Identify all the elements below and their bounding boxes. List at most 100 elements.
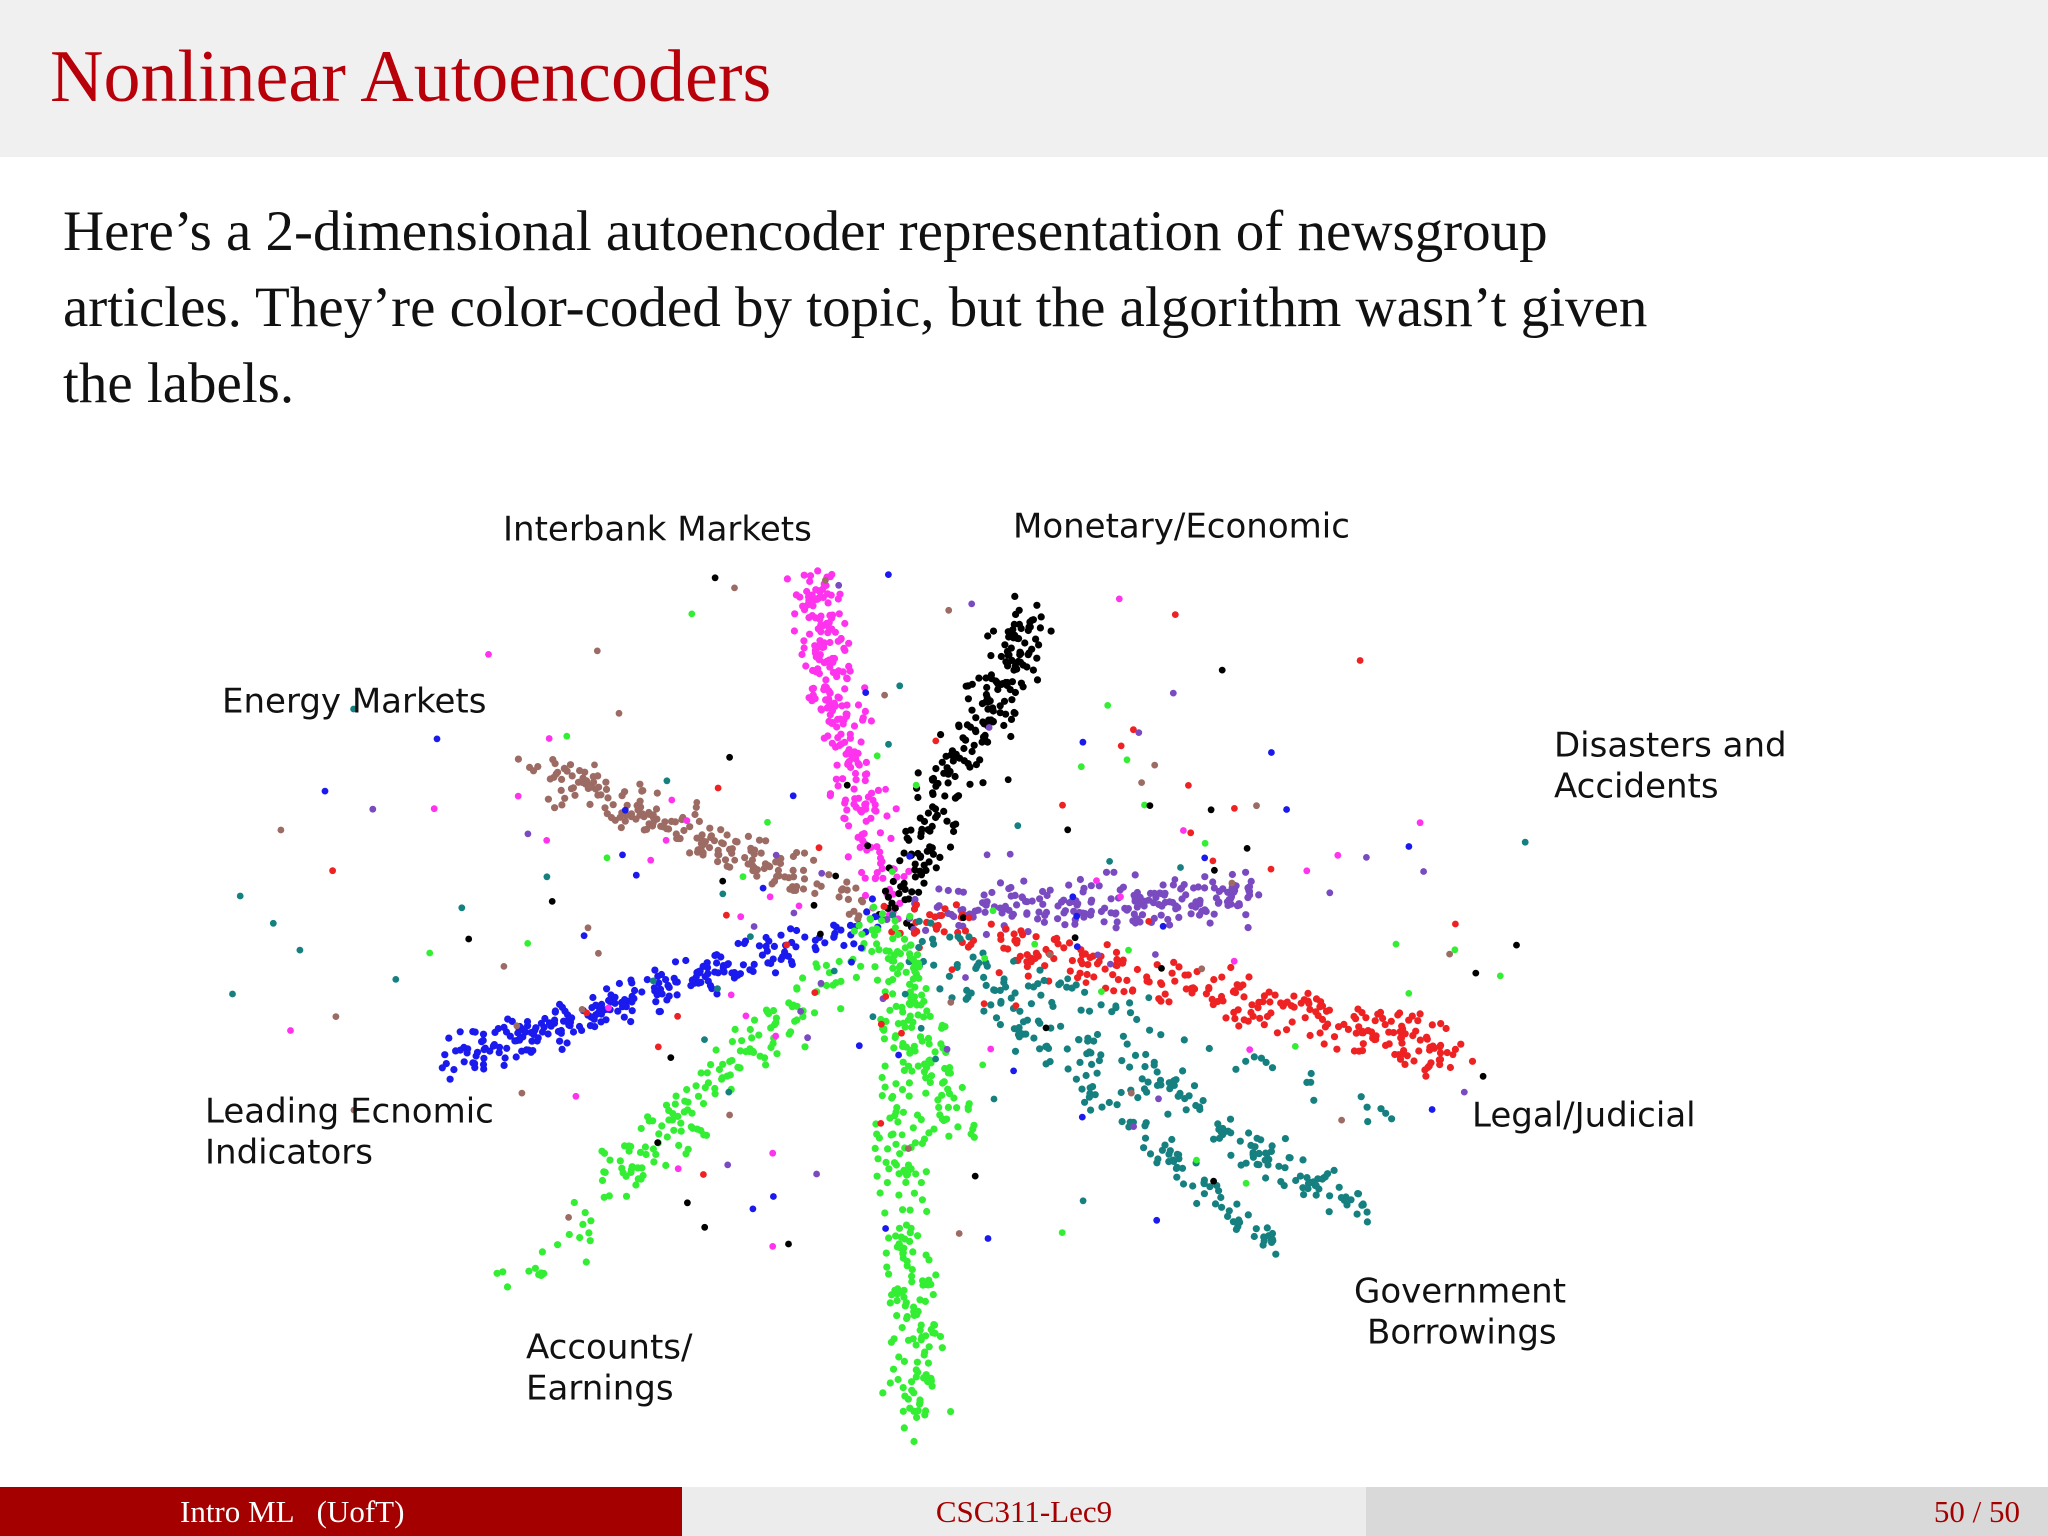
scatter-dot	[651, 966, 659, 974]
scatter-dot	[602, 785, 611, 793]
scatter-dot	[843, 710, 851, 718]
scatter-dot	[914, 793, 922, 802]
scatter-dot	[1185, 782, 1192, 789]
scatter-dot	[964, 943, 973, 951]
scatter-dot	[806, 572, 815, 580]
scatter-dot	[922, 1074, 930, 1082]
scatter-dot	[787, 958, 796, 966]
scatter-dot	[726, 845, 734, 853]
scatter-dot	[329, 867, 336, 875]
scatter-dot	[636, 797, 644, 805]
scatter-dot	[832, 775, 841, 783]
scatter-dot	[875, 946, 883, 954]
scatter-dot	[1312, 1191, 1320, 1199]
scatter-dot	[595, 949, 602, 957]
scatter-dot	[1246, 1046, 1254, 1053]
scatter-dot	[1081, 950, 1089, 958]
scatter-dot	[485, 651, 492, 658]
scatter-dot	[1210, 910, 1218, 918]
scatter-dot	[913, 1358, 922, 1366]
scatter-dot	[859, 837, 867, 845]
scatter-dot	[1303, 1174, 1311, 1182]
scatter-dot	[890, 957, 898, 965]
scatter-dot	[1005, 906, 1013, 914]
scatter-dot	[1230, 957, 1238, 965]
scatter-dot	[846, 921, 855, 929]
scatter-dot	[873, 843, 881, 851]
scatter-dot	[773, 1050, 781, 1058]
scatter-dot	[500, 1061, 508, 1069]
scatter-dot	[531, 1264, 540, 1272]
scatter-dot	[1401, 1060, 1409, 1068]
scatter-dot	[1012, 1002, 1020, 1009]
scatter-dot	[910, 1437, 918, 1446]
scatter-dot	[296, 946, 304, 954]
scatter-dot	[900, 873, 908, 881]
scatter-dot	[499, 1268, 507, 1276]
scatter-dot	[918, 1196, 927, 1204]
scatter-dot	[797, 1008, 804, 1015]
scatter-dot	[1075, 1036, 1083, 1044]
scatter-dot	[634, 1175, 642, 1183]
scatter-dot	[514, 792, 522, 800]
scatter-dot	[825, 871, 833, 879]
scatter-dot	[1255, 1149, 1263, 1157]
scatter-dot	[1064, 975, 1072, 983]
scatter-dot	[1173, 1173, 1181, 1181]
scatter-dot	[764, 959, 772, 967]
scatter-dot	[1260, 992, 1268, 1000]
scatter-dot	[632, 871, 640, 879]
scatter-dot	[719, 877, 727, 885]
scatter-dot	[1149, 899, 1158, 907]
scatter-dot	[1146, 802, 1154, 809]
scatter-dot	[813, 880, 821, 888]
scatter-dot	[1210, 1177, 1217, 1185]
scatter-dot	[723, 831, 731, 839]
scatter-dot	[605, 996, 613, 1005]
scatter-dot	[662, 1161, 670, 1169]
scatter-dot	[910, 929, 919, 937]
scatter-dot	[772, 1019, 780, 1027]
scatter-dot	[946, 843, 955, 851]
scatter-dot	[731, 856, 739, 864]
scatter-dot	[500, 963, 508, 970]
scatter-dot	[1198, 907, 1206, 915]
scatter-dot	[1119, 1032, 1127, 1040]
scatter-dot	[730, 969, 739, 977]
scatter-dot	[675, 834, 683, 843]
scatter-dot	[1240, 993, 1248, 1001]
scatter-dot	[793, 1002, 801, 1010]
scatter-dot	[682, 956, 690, 965]
scatter-dot	[1031, 940, 1039, 948]
scatter-dot	[862, 805, 870, 813]
scatter-dot	[769, 1149, 777, 1157]
scatter-dot	[843, 674, 851, 682]
scatter-dot	[718, 839, 726, 847]
scatter-dot	[586, 1022, 595, 1030]
scatter-dot	[619, 851, 626, 859]
scatter-dot	[1008, 696, 1016, 704]
scatter-dot	[1271, 991, 1279, 999]
scatter-dot	[955, 921, 963, 930]
scatter-dot	[598, 1176, 607, 1185]
scatter-dot	[927, 919, 935, 927]
scatter-dot	[851, 769, 860, 778]
scatter-dot	[961, 927, 970, 935]
scatter-dot	[1117, 742, 1125, 750]
scatter-dot	[1150, 1061, 1158, 1069]
scatter-dot	[924, 1034, 933, 1042]
scatter-dot	[1446, 1063, 1454, 1072]
scatter-dot	[811, 989, 819, 996]
scatter-dot	[848, 958, 855, 966]
scatter-dot	[1457, 1040, 1465, 1048]
scatter-dot	[946, 933, 954, 941]
scatter-dot	[1180, 1036, 1188, 1044]
scatter-dot	[996, 709, 1004, 717]
scatter-dot	[1153, 1159, 1161, 1167]
scatter-dot	[1215, 1134, 1224, 1142]
scatter-dot	[603, 854, 611, 862]
scatter-dot	[817, 705, 825, 713]
scatter-dot	[1076, 1058, 1084, 1066]
scatter-dot	[621, 788, 629, 796]
scatter-dot	[830, 967, 838, 975]
